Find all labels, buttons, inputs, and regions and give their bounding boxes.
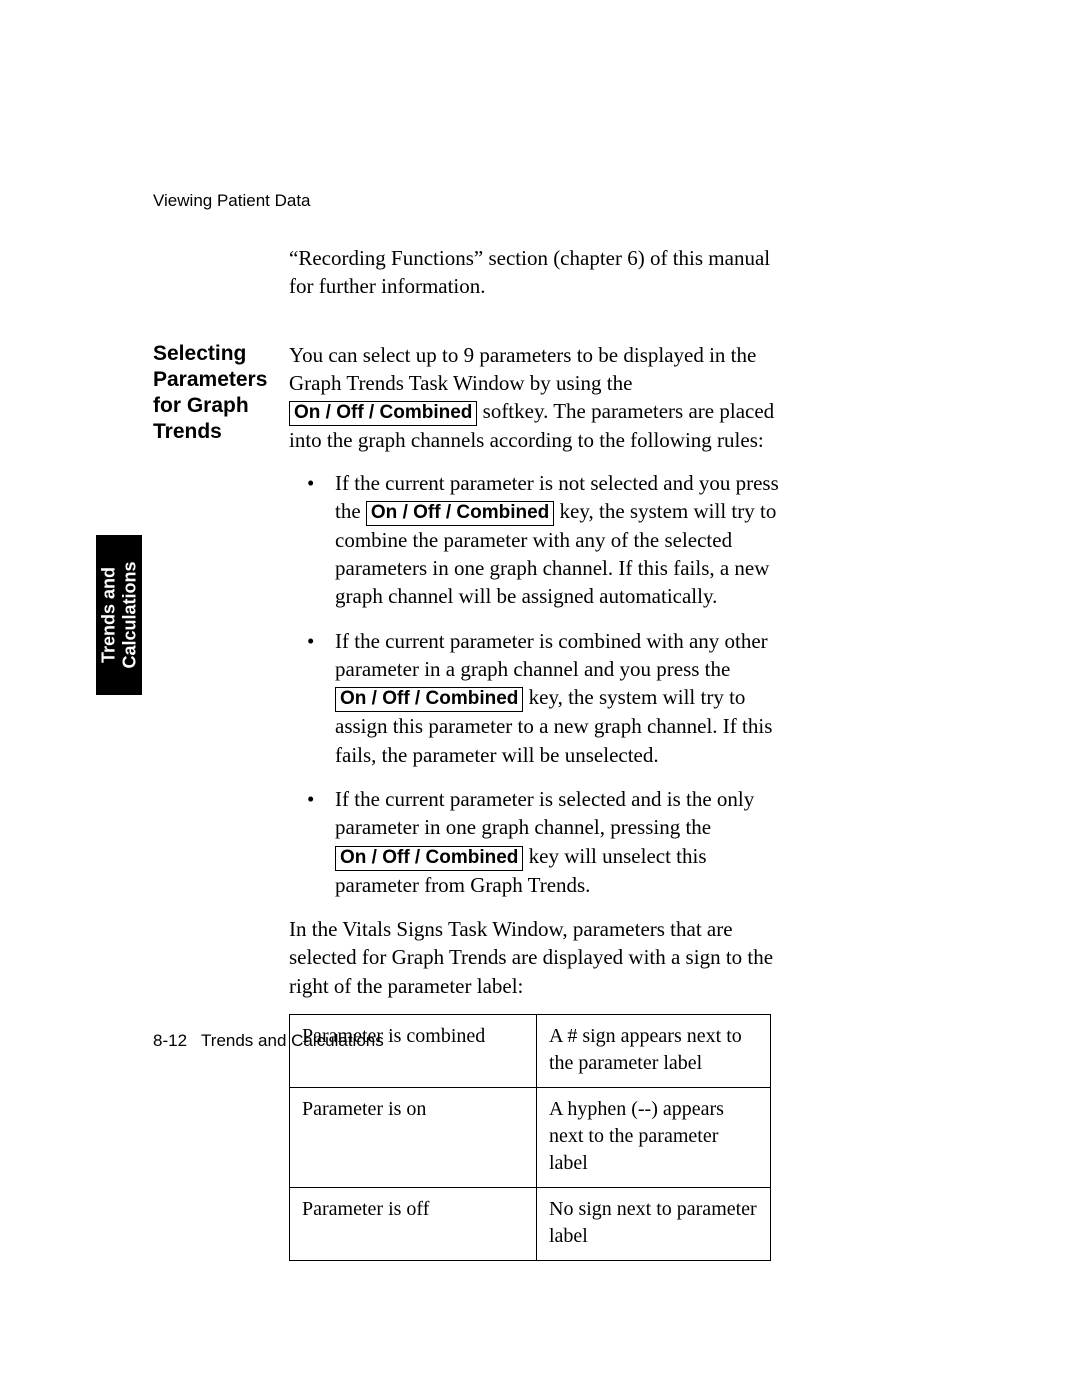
section-lead: You can select up to 9 parameters to be … bbox=[289, 341, 793, 455]
carryover-paragraph: “Recording Functions” section (chapter 6… bbox=[289, 244, 793, 301]
table-row: Parameter is on A hyphen (--) appears ne… bbox=[290, 1087, 771, 1187]
page-number: 8-12 bbox=[153, 1031, 187, 1050]
table-cell: A hyphen (--) appears next to the parame… bbox=[537, 1087, 771, 1187]
table-row: Parameter is off No sign next to paramet… bbox=[290, 1187, 771, 1260]
section-heading-l1: Selecting bbox=[153, 342, 246, 365]
rules-list: If the current parameter is not selected… bbox=[289, 469, 793, 899]
footer-chapter-title: Trends and Calculations bbox=[201, 1031, 384, 1050]
bullet-text-a: If the current parameter is selected and… bbox=[335, 787, 754, 839]
section-heading: Selecting Parameters for Graph Trends bbox=[153, 341, 289, 1261]
section-body: You can select up to 9 parameters to be … bbox=[289, 341, 793, 1261]
section-heading-l4: Trends bbox=[153, 420, 222, 443]
content-area: “Recording Functions” section (chapter 6… bbox=[153, 244, 793, 1261]
section: Selecting Parameters for Graph Trends Yo… bbox=[153, 341, 793, 1261]
chapter-tab: Trends and Calculations bbox=[96, 535, 142, 695]
softkey-label: On / Off / Combined bbox=[335, 687, 523, 712]
softkey-label: On / Off / Combined bbox=[335, 846, 523, 871]
section-heading-l2: Parameters bbox=[153, 368, 267, 391]
chapter-tab-label: Trends and Calculations bbox=[98, 561, 139, 668]
list-item: If the current parameter is selected and… bbox=[289, 785, 793, 899]
running-head: Viewing Patient Data bbox=[153, 190, 311, 213]
section-tail: In the Vitals Signs Task Window, paramet… bbox=[289, 915, 793, 1000]
table-cell: No sign next to parameter label bbox=[537, 1187, 771, 1260]
table-cell: Parameter is off bbox=[290, 1187, 537, 1260]
section-heading-l3: for Graph bbox=[153, 394, 249, 417]
chapter-tab-line2: Calculations bbox=[119, 561, 139, 668]
softkey-label: On / Off / Combined bbox=[366, 501, 554, 526]
carryover-text: “Recording Functions” section (chapter 6… bbox=[289, 244, 793, 301]
softkey-label: On / Off / Combined bbox=[289, 401, 477, 426]
list-item: If the current parameter is not selected… bbox=[289, 469, 793, 611]
chapter-tab-line1: Trends and bbox=[98, 567, 118, 663]
table-cell: A # sign appears next to the parameter l… bbox=[537, 1014, 771, 1087]
page: Viewing Patient Data Trends and Calculat… bbox=[0, 0, 1080, 1397]
bullet-text-a: If the current parameter is combined wit… bbox=[335, 629, 768, 681]
lead-text-a: You can select up to 9 parameters to be … bbox=[289, 343, 756, 395]
table-cell: Parameter is on bbox=[290, 1087, 537, 1187]
page-footer: 8-12 Trends and Calculations bbox=[153, 1030, 384, 1053]
list-item: If the current parameter is combined wit… bbox=[289, 627, 793, 769]
